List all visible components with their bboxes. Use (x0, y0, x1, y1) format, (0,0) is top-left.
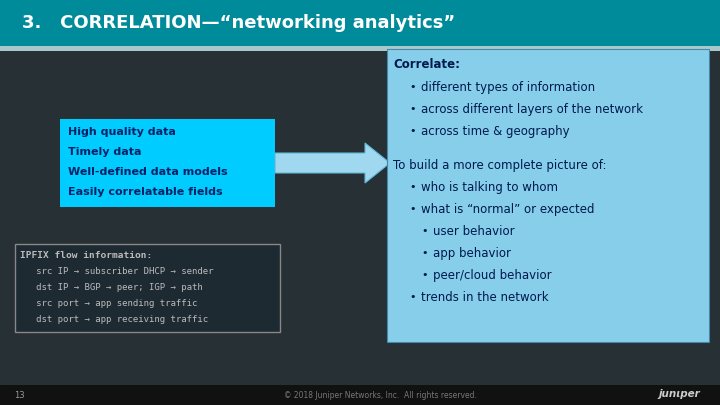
FancyBboxPatch shape (0, 385, 720, 405)
Text: src port → app sending traffic: src port → app sending traffic (20, 298, 197, 307)
Text: who is talking to whom: who is talking to whom (421, 181, 558, 194)
Text: 13: 13 (14, 390, 24, 399)
Text: High quality data: High quality data (68, 127, 176, 137)
Text: Easily correlatable fields: Easily correlatable fields (68, 187, 222, 197)
Text: trends in the network: trends in the network (421, 291, 549, 304)
Text: •: • (409, 104, 415, 114)
FancyBboxPatch shape (0, 46, 720, 51)
Text: •: • (409, 292, 415, 302)
Text: Correlate:: Correlate: (393, 58, 460, 72)
Text: user behavior: user behavior (433, 225, 515, 238)
Text: what is “normal” or expected: what is “normal” or expected (421, 202, 595, 215)
Polygon shape (275, 143, 390, 183)
Text: peer/cloud behavior: peer/cloud behavior (433, 269, 552, 281)
Text: •: • (409, 182, 415, 192)
Text: •: • (409, 82, 415, 92)
Text: app behavior: app behavior (433, 247, 511, 260)
Text: •: • (421, 226, 428, 236)
Text: Well-defined data models: Well-defined data models (68, 167, 228, 177)
Text: across different layers of the network: across different layers of the network (421, 102, 643, 115)
Text: src IP → subscriber DHCP → sender: src IP → subscriber DHCP → sender (20, 266, 214, 275)
Text: across time & geography: across time & geography (421, 124, 570, 138)
Text: •: • (409, 126, 415, 136)
Text: •: • (421, 248, 428, 258)
FancyBboxPatch shape (387, 49, 709, 342)
FancyBboxPatch shape (15, 244, 280, 332)
Text: dst IP → BGP → peer; IGP → path: dst IP → BGP → peer; IGP → path (20, 283, 203, 292)
Text: •: • (409, 204, 415, 214)
Text: To build a more complete picture of:: To build a more complete picture of: (393, 159, 606, 172)
Text: IPFIX flow information:: IPFIX flow information: (20, 251, 152, 260)
Text: Timely data: Timely data (68, 147, 142, 157)
Text: •: • (421, 270, 428, 280)
Text: junιper: junιper (658, 389, 700, 399)
Text: dst port → app receiving traffic: dst port → app receiving traffic (20, 315, 208, 324)
FancyBboxPatch shape (60, 119, 275, 207)
Text: 3.   CORRELATION—“networking analytics”: 3. CORRELATION—“networking analytics” (22, 14, 455, 32)
Text: © 2018 Juniper Networks, Inc.  All rights reserved.: © 2018 Juniper Networks, Inc. All rights… (284, 390, 477, 399)
FancyBboxPatch shape (0, 0, 720, 46)
Text: different types of information: different types of information (421, 81, 595, 94)
